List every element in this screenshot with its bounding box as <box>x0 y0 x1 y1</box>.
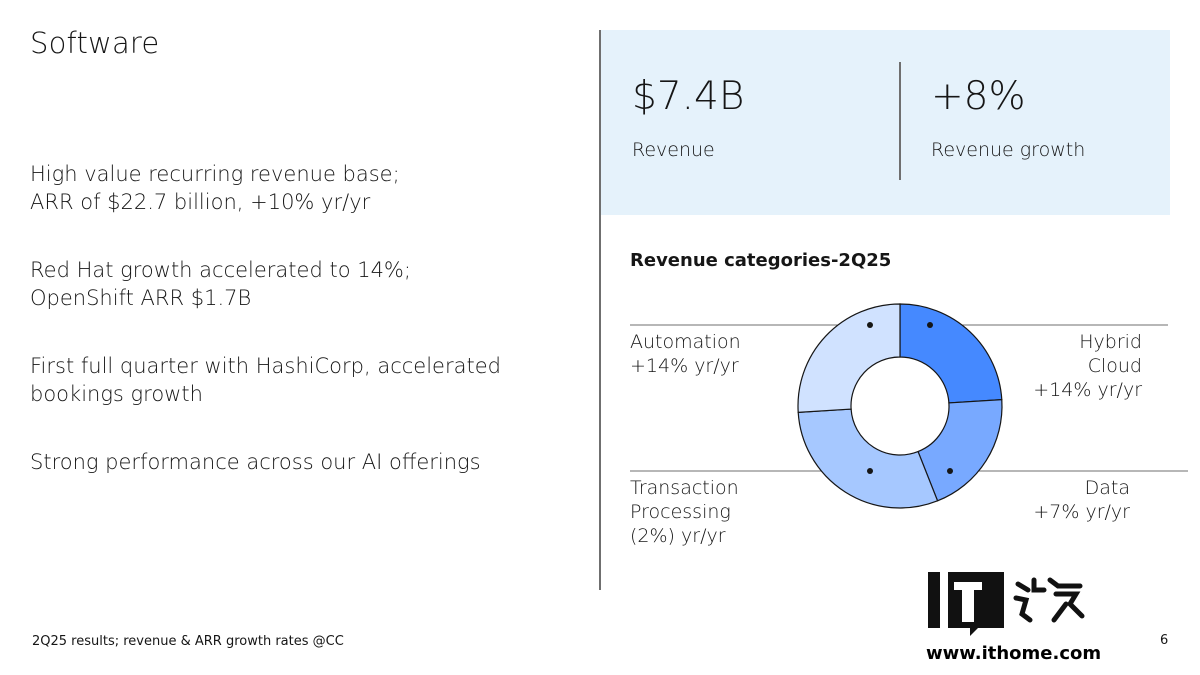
label-transaction-processing: Transaction Processing (2%) yr/yr <box>630 476 739 548</box>
category-name: Automation <box>630 331 741 353</box>
bullet-line: Strong performance across our AI offerin… <box>30 450 481 474</box>
bullet-line: OpenShift ARR $1.7B <box>30 286 252 310</box>
chart-title: Revenue categories-2Q25 <box>630 250 892 271</box>
kpi-revenue-label: Revenue <box>632 139 715 161</box>
leader-lines <box>630 324 1188 472</box>
ithome-logo <box>928 572 1085 636</box>
label-hybrid-cloud: Hybrid Cloud +14% yr/yr <box>1022 330 1142 402</box>
logo-letter-t-bar <box>954 582 982 590</box>
kpi-divider <box>899 62 901 180</box>
logo-chinese-glyphs <box>1013 577 1085 623</box>
category-growth: +14% yr/yr <box>630 355 739 377</box>
leader-dot <box>927 322 933 328</box>
leader-dot <box>867 322 873 328</box>
bullet-red-hat: Red Hat growth accelerated to 14%; OpenS… <box>30 256 570 312</box>
category-growth: +14% yr/yr <box>1033 379 1142 401</box>
donut-slice-hybrid-cloud <box>899 303 1003 404</box>
bullet-hashicorp: First full quarter with HashiCorp, accel… <box>30 352 570 408</box>
bullet-ai: Strong performance across our AI offerin… <box>30 448 570 476</box>
kpi-panel <box>601 30 1170 215</box>
category-growth: +7% yr/yr <box>1033 501 1130 523</box>
donut-slices <box>797 303 1003 509</box>
donut-slice-data <box>917 398 1003 502</box>
logo-speech-bubble <box>948 572 1004 636</box>
category-name: Data <box>1084 477 1130 499</box>
donut-slice-transaction-processing <box>797 408 939 509</box>
category-name: Hybrid Cloud <box>1079 331 1142 377</box>
slide-title: Software <box>30 26 160 60</box>
category-growth: (2%) yr/yr <box>630 525 726 547</box>
category-name: Processing <box>630 501 731 523</box>
kpi-revenue-value: $7.4B <box>632 74 745 119</box>
logo-letter-i <box>928 572 940 628</box>
bullet-line: bookings growth <box>30 382 203 406</box>
donut-slice-automation <box>797 303 901 414</box>
bullet-line: First full quarter with HashiCorp, accel… <box>30 354 501 378</box>
leader-dots <box>867 322 953 474</box>
bullet-line: High value recurring revenue base; <box>30 162 400 186</box>
label-data: Data +7% yr/yr <box>1010 476 1130 524</box>
leader-dot <box>947 468 953 474</box>
kpi-growth-label: Revenue growth <box>931 139 1086 161</box>
leader-dot <box>867 468 873 474</box>
kpi-growth-value: +8% <box>931 74 1026 119</box>
bullet-line: Red Hat growth accelerated to 14%; <box>30 258 411 282</box>
category-name: Transaction <box>630 477 739 499</box>
label-automation: Automation +14% yr/yr <box>630 330 741 378</box>
page-number: 6 <box>1160 633 1169 648</box>
bullet-list: High value recurring revenue base; ARR o… <box>30 160 570 516</box>
bullet-arr: High value recurring revenue base; ARR o… <box>30 160 570 216</box>
footnote: 2Q25 results; revenue & ARR growth rates… <box>32 634 344 649</box>
logo-letter-t <box>962 582 974 622</box>
column-divider <box>599 30 601 590</box>
bullet-line: ARR of $22.7 billion, +10% yr/yr <box>30 190 371 214</box>
watermark-url: www.ithome.com <box>926 643 1102 664</box>
